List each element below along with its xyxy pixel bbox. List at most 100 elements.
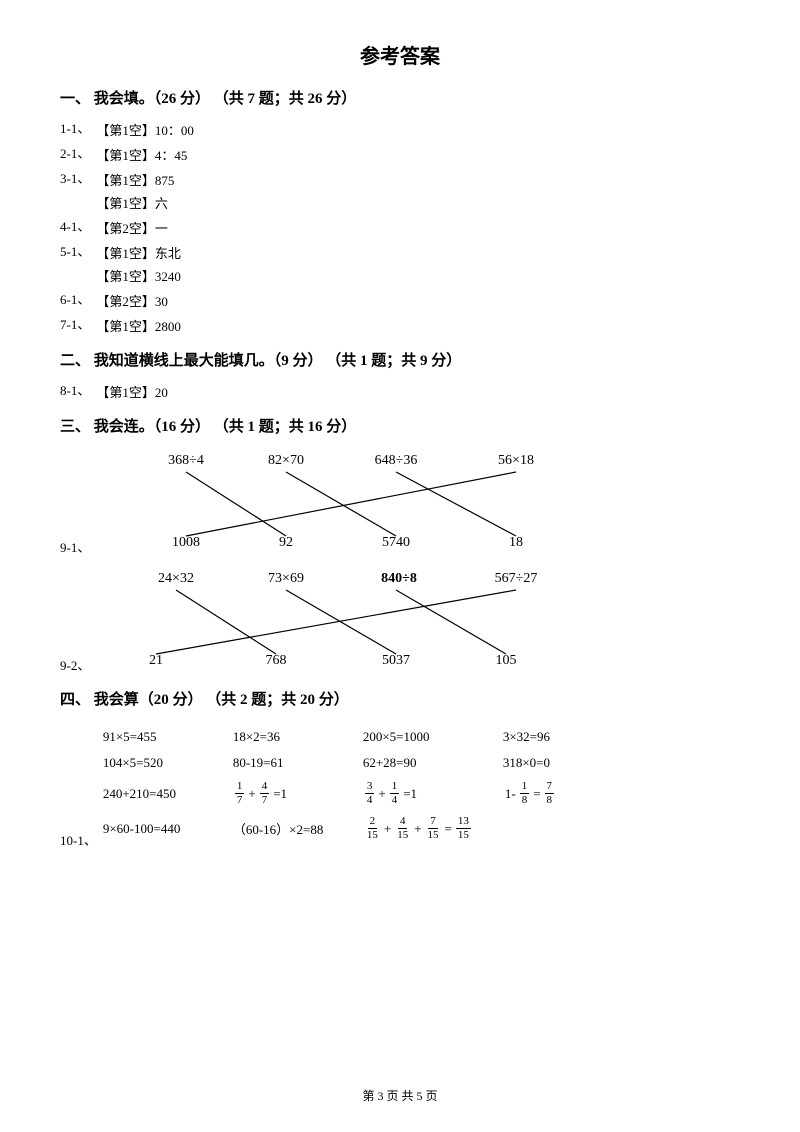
match-label: 24×32 — [158, 571, 194, 586]
text: + — [384, 821, 391, 837]
section-heading: 三、 我会连。（16 分） （共 1 题；共 16 分） — [60, 415, 740, 436]
section-heading: 二、 我知道横线上最大能填几。（9 分） （共 1 题；共 9 分） — [60, 349, 740, 370]
answer-row: 6-1、【第1空】3240 【第2空】30 — [60, 266, 740, 310]
match-label: 92 — [279, 535, 293, 550]
answer-line: 【第1空】2800 — [96, 316, 181, 335]
answer-number: 7-1、 — [60, 314, 90, 335]
answer-line: 【第1空】六 — [96, 193, 168, 212]
match-label: 21 — [149, 653, 163, 668]
text: = — [445, 821, 452, 837]
match-line — [396, 590, 506, 654]
equation: 34+14=1 — [363, 781, 419, 806]
answer-lines: 【第1空】2800 — [96, 316, 181, 335]
match-label: 1008 — [172, 535, 200, 550]
answer-lines: 【第1空】六【第2空】一 — [96, 193, 168, 237]
calc-cell: 9×60-100=440 — [103, 816, 233, 841]
calc-cell: 62+28=90 — [363, 755, 503, 771]
answer-number: 10-1、 — [60, 830, 97, 851]
calc-cell: 3×32=96 — [503, 729, 633, 745]
fraction: 215 — [365, 816, 380, 841]
calc-cell: 240+210=450 — [103, 781, 233, 806]
section-heading: 一、 我会填。（26 分） （共 7 题；共 26 分） — [60, 87, 740, 108]
text: =1 — [273, 786, 287, 802]
text: + — [378, 786, 385, 802]
match-label: 82×70 — [268, 453, 304, 468]
answer-line: 【第2空】30 — [96, 291, 181, 310]
answer-row: 1-1、【第1空】10：00 — [60, 118, 740, 139]
answer-number: 1-1、 — [60, 118, 90, 139]
equation: 17+47=1 — [233, 781, 289, 806]
answer-number: 9-1、 — [60, 537, 90, 556]
text: + — [248, 786, 255, 802]
equation: 1-18=78 — [503, 781, 556, 806]
answer-row: 4-1、【第1空】六【第2空】一 — [60, 193, 740, 237]
calc-row: 240+210=45017+47=134+14=11-18=78 — [103, 781, 633, 806]
text: + — [414, 821, 421, 837]
page-title: 参考答案 — [60, 40, 740, 69]
calc-cell: 318×0=0 — [503, 755, 633, 771]
page-footer: 第 3 页 共 5 页 — [0, 1087, 800, 1104]
fraction: 415 — [395, 816, 410, 841]
equation: 215+415+715=1315 — [363, 816, 473, 841]
calc-cell: 200×5=1000 — [363, 729, 503, 745]
answer-row: 3-1、【第1空】875 — [60, 168, 740, 189]
answer-lines: 【第1空】20 — [96, 382, 168, 401]
answer-number: 9-2、 — [60, 655, 90, 674]
answer-lines: 【第1空】10：00 — [96, 120, 194, 139]
answer-row: 8-1、【第1空】20 — [60, 380, 740, 401]
fraction: 18 — [520, 781, 530, 806]
answer-line: 【第1空】20 — [96, 382, 168, 401]
match-line — [156, 590, 516, 654]
matching-diagram: 24×3273×69840÷8567÷27217685037105 — [96, 564, 596, 674]
fraction: 78 — [545, 781, 555, 806]
answer-number: 5-1、 — [60, 241, 90, 262]
fraction: 14 — [390, 781, 400, 806]
calc-cell: 18×2=36 — [233, 729, 363, 745]
answer-lines: 【第1空】东北 — [96, 243, 181, 262]
answer-number: 2-1、 — [60, 143, 90, 164]
calc-cell: 91×5=455 — [103, 729, 233, 745]
calc-cell: 104×5=520 — [103, 755, 233, 771]
calc-row: 9×60-100=440（60-16）×2=88215+415+715=1315 — [103, 816, 633, 841]
answer-lines: 【第1空】875 — [96, 170, 174, 189]
match-line — [286, 590, 396, 654]
match-line — [286, 472, 396, 536]
calc-row: 104×5=52080-19=6162+28=90318×0=0 — [103, 755, 633, 771]
matching-block: 9-1、368÷482×70648÷3656×18100892574018 — [60, 446, 740, 556]
fraction: 47 — [260, 781, 270, 806]
answer-line: 【第1空】3240 — [96, 266, 181, 285]
calc-cell: （60-16）×2=88 — [233, 816, 363, 841]
match-label: 73×69 — [268, 571, 304, 586]
fraction: 17 — [235, 781, 245, 806]
match-label: 648÷36 — [375, 453, 418, 468]
match-label: 840÷8 — [382, 571, 418, 586]
matching-block: 9-2、24×3273×69840÷8567÷27217685037105 — [60, 564, 740, 674]
calc-cell: 80-19=61 — [233, 755, 363, 771]
answer-line: 【第1空】875 — [96, 170, 174, 189]
answer-number: 3-1、 — [60, 168, 90, 189]
calc-grid: 91×5=45518×2=36200×5=10003×32=96 104×5=52… — [103, 719, 633, 851]
calc-cell: 17+47=1 — [233, 781, 363, 806]
match-label: 5037 — [382, 653, 410, 668]
match-label: 5740 — [382, 535, 410, 550]
answer-row: 2-1、【第1空】4：45 — [60, 143, 740, 164]
section-heading: 四、 我会算（20 分） （共 2 题；共 20 分） — [60, 688, 740, 709]
page: 参考答案 一、 我会填。（26 分） （共 7 题；共 26 分）1-1、【第1… — [0, 0, 800, 1132]
answer-number: 6-1、 — [60, 289, 90, 310]
text: =1 — [403, 786, 417, 802]
answer-row: 7-1、【第1空】2800 — [60, 314, 740, 335]
calc-block: 10-1、 91×5=45518×2=36200×5=10003×32=96 104… — [60, 719, 740, 851]
answer-row: 5-1、【第1空】东北 — [60, 241, 740, 262]
calc-row: 91×5=45518×2=36200×5=10003×32=96 — [103, 729, 633, 745]
match-label: 56×18 — [498, 453, 534, 468]
match-label: 105 — [496, 653, 517, 668]
match-label: 567÷27 — [495, 571, 538, 586]
answer-line: 【第1空】东北 — [96, 243, 181, 262]
match-label: 18 — [509, 535, 523, 550]
fraction: 34 — [365, 781, 375, 806]
answer-lines: 【第1空】3240 【第2空】30 — [96, 266, 181, 310]
matching-diagram: 368÷482×70648÷3656×18100892574018 — [96, 446, 596, 556]
match-line — [176, 590, 276, 654]
match-line — [396, 472, 516, 536]
answer-line: 【第2空】一 — [96, 218, 168, 237]
